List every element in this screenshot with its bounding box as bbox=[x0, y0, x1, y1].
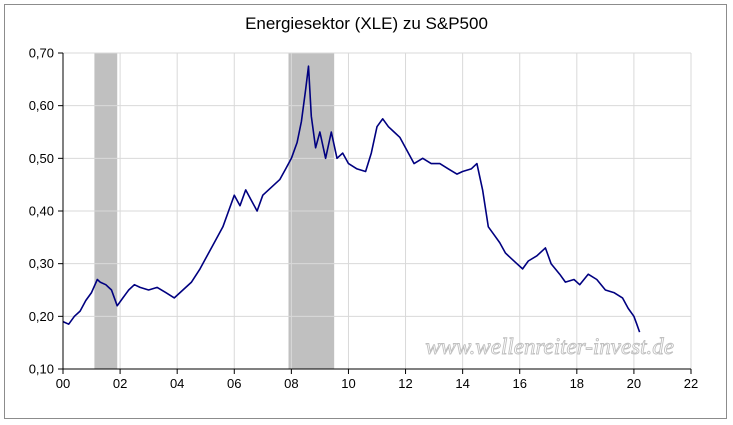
y-tick-label: 0,10 bbox=[29, 362, 54, 377]
x-tick-label: 08 bbox=[284, 376, 298, 391]
x-tick-label: 22 bbox=[684, 376, 698, 391]
x-tick-label: 14 bbox=[455, 376, 469, 391]
x-tick-label: 00 bbox=[56, 376, 70, 391]
y-tick-label: 0,40 bbox=[29, 204, 54, 219]
chart-title: Energiesektor (XLE) zu S&P500 bbox=[245, 14, 488, 33]
x-tick-label: 10 bbox=[341, 376, 355, 391]
y-tick-label: 0,70 bbox=[29, 46, 54, 61]
y-tick-label: 0,20 bbox=[29, 309, 54, 324]
y-tick-label: 0,50 bbox=[29, 151, 54, 166]
y-tick-label: 0,30 bbox=[29, 256, 54, 271]
x-tick-label: 06 bbox=[227, 376, 241, 391]
series-line bbox=[62, 65, 641, 333]
x-tick-label: 20 bbox=[627, 376, 641, 391]
watermark-text: www.wellenreiter-invest.de bbox=[425, 334, 674, 359]
x-tick-label: 18 bbox=[570, 376, 584, 391]
y-tick-label: 0,60 bbox=[29, 98, 54, 113]
x-tick-label: 02 bbox=[113, 376, 127, 391]
x-tick-label: 04 bbox=[170, 376, 184, 391]
x-tick-label: 12 bbox=[398, 376, 412, 391]
x-tick-label: 16 bbox=[512, 376, 526, 391]
